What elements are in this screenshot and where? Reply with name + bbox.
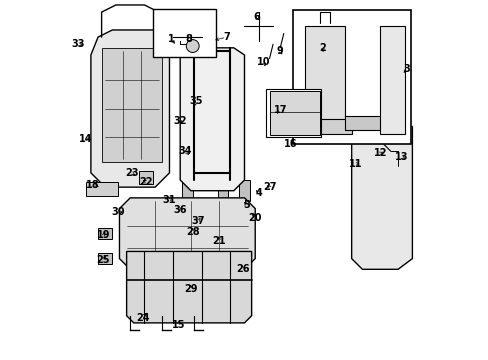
Bar bbox=[237, 237, 251, 251]
Polygon shape bbox=[85, 182, 118, 196]
Polygon shape bbox=[126, 251, 251, 323]
Text: 17: 17 bbox=[273, 105, 286, 115]
Text: 26: 26 bbox=[236, 264, 249, 274]
Bar bbox=[265, 89, 321, 137]
Bar bbox=[362, 153, 376, 171]
Text: 2: 2 bbox=[319, 43, 326, 53]
Text: 16: 16 bbox=[284, 139, 297, 149]
Bar bbox=[362, 189, 376, 207]
Polygon shape bbox=[301, 119, 351, 134]
Bar bbox=[182, 180, 192, 202]
Text: 20: 20 bbox=[248, 212, 262, 222]
Text: 33: 33 bbox=[72, 39, 85, 49]
Polygon shape bbox=[119, 198, 255, 269]
Bar bbox=[362, 225, 376, 243]
Text: 19: 19 bbox=[97, 230, 110, 240]
Text: 12: 12 bbox=[373, 148, 386, 158]
Text: 15: 15 bbox=[171, 320, 185, 330]
Text: 21: 21 bbox=[212, 236, 226, 246]
Polygon shape bbox=[98, 228, 112, 239]
Text: 18: 18 bbox=[86, 180, 99, 190]
Polygon shape bbox=[139, 171, 153, 184]
Polygon shape bbox=[98, 253, 112, 264]
Bar bbox=[201, 237, 216, 251]
Text: 23: 23 bbox=[125, 168, 139, 178]
Circle shape bbox=[214, 128, 231, 146]
Polygon shape bbox=[305, 26, 344, 126]
Text: 30: 30 bbox=[111, 207, 124, 217]
Text: 5: 5 bbox=[243, 200, 249, 210]
Circle shape bbox=[394, 162, 405, 173]
Polygon shape bbox=[351, 126, 411, 269]
Bar bbox=[153, 9, 216, 57]
Text: 13: 13 bbox=[394, 152, 407, 162]
Text: 29: 29 bbox=[184, 284, 197, 294]
Polygon shape bbox=[269, 91, 319, 135]
Bar bbox=[130, 237, 144, 251]
Text: 27: 27 bbox=[262, 182, 276, 192]
Polygon shape bbox=[180, 48, 244, 191]
Text: 14: 14 bbox=[79, 134, 92, 144]
Circle shape bbox=[192, 89, 210, 107]
Text: 3: 3 bbox=[403, 64, 409, 74]
Bar bbox=[386, 225, 401, 243]
Bar bbox=[217, 180, 228, 202]
Bar bbox=[151, 237, 165, 251]
Text: 1: 1 bbox=[167, 34, 174, 44]
Text: 11: 11 bbox=[348, 159, 361, 169]
Text: 4: 4 bbox=[255, 188, 262, 198]
Text: 36: 36 bbox=[173, 205, 186, 215]
Text: 22: 22 bbox=[139, 177, 153, 187]
Text: 8: 8 bbox=[185, 34, 192, 44]
Text: 10: 10 bbox=[257, 57, 270, 67]
Circle shape bbox=[214, 89, 231, 107]
Bar bbox=[386, 189, 401, 207]
Text: 34: 34 bbox=[179, 147, 192, 157]
Text: 28: 28 bbox=[185, 227, 199, 237]
Text: 31: 31 bbox=[163, 195, 176, 204]
Text: 24: 24 bbox=[136, 312, 149, 323]
Circle shape bbox=[192, 128, 210, 146]
Text: 6: 6 bbox=[253, 13, 260, 22]
Text: 37: 37 bbox=[191, 216, 204, 226]
Text: 7: 7 bbox=[223, 32, 229, 42]
Text: 9: 9 bbox=[276, 46, 283, 57]
Text: 35: 35 bbox=[189, 96, 203, 107]
Text: 32: 32 bbox=[173, 116, 186, 126]
Polygon shape bbox=[344, 116, 386, 130]
Text: 25: 25 bbox=[97, 255, 110, 265]
Polygon shape bbox=[91, 30, 169, 187]
Polygon shape bbox=[102, 48, 162, 162]
Bar bbox=[239, 180, 249, 202]
Polygon shape bbox=[380, 26, 405, 134]
Bar bbox=[386, 153, 401, 171]
Bar bbox=[292, 10, 410, 144]
Circle shape bbox=[186, 40, 199, 53]
